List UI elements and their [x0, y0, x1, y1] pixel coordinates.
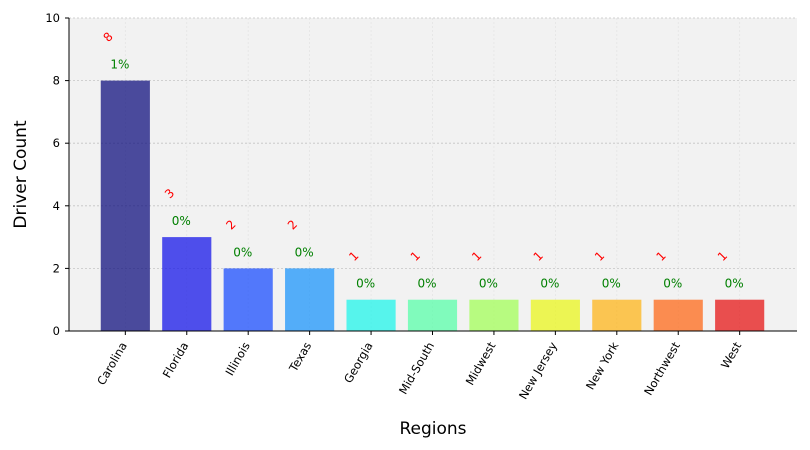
x-tick-label: New York: [583, 339, 622, 392]
bar: [285, 268, 335, 331]
percent-label: 0%: [356, 277, 375, 291]
y-tick-label: 10: [45, 11, 60, 25]
percent-label: 0%: [295, 245, 314, 259]
bar: [162, 237, 212, 331]
bar: [653, 299, 703, 331]
bar: [100, 80, 150, 331]
percent-label: 0%: [540, 277, 559, 291]
x-tick-label: Florida: [160, 340, 192, 381]
x-tick-label: Carolina: [94, 340, 130, 388]
percent-label: 0%: [663, 277, 682, 291]
x-tick-label: Midwest: [463, 339, 499, 387]
x-tick-label: Northwest: [641, 339, 683, 398]
y-tick-label: 4: [53, 199, 60, 213]
x-tick-label: Texas: [286, 340, 315, 375]
y-axis-title: Driver Count: [11, 120, 31, 229]
bar: [530, 299, 580, 331]
percent-label: 0%: [172, 214, 191, 228]
x-axis-title: Regions: [399, 419, 466, 439]
grid-lines: [69, 17, 797, 332]
percent-label: 0%: [479, 277, 498, 291]
percent-label: 0%: [233, 245, 252, 259]
x-tick-label: New Jersey: [516, 339, 560, 401]
bars: [100, 80, 765, 331]
x-tick-label: Illinois: [222, 340, 252, 379]
percent-label: 0%: [418, 277, 437, 291]
percent-label: 0%: [602, 277, 621, 291]
bar: [346, 299, 396, 331]
y-tick-label: 8: [53, 74, 60, 88]
percent-label: 0%: [725, 277, 744, 291]
bar: [592, 299, 642, 331]
percent-label: 1%: [110, 58, 129, 72]
x-tick-label: Georgia: [341, 340, 376, 386]
y-tick-label: 6: [53, 136, 60, 150]
y-tick-label: 0: [53, 324, 60, 338]
x-tick-label: Mid-South: [396, 340, 437, 397]
y-tick-label: 2: [53, 261, 60, 275]
x-tick-label: West: [718, 339, 745, 371]
bar: [223, 268, 273, 331]
bar: [407, 299, 458, 331]
bar: [715, 299, 765, 331]
bar: [469, 299, 519, 331]
